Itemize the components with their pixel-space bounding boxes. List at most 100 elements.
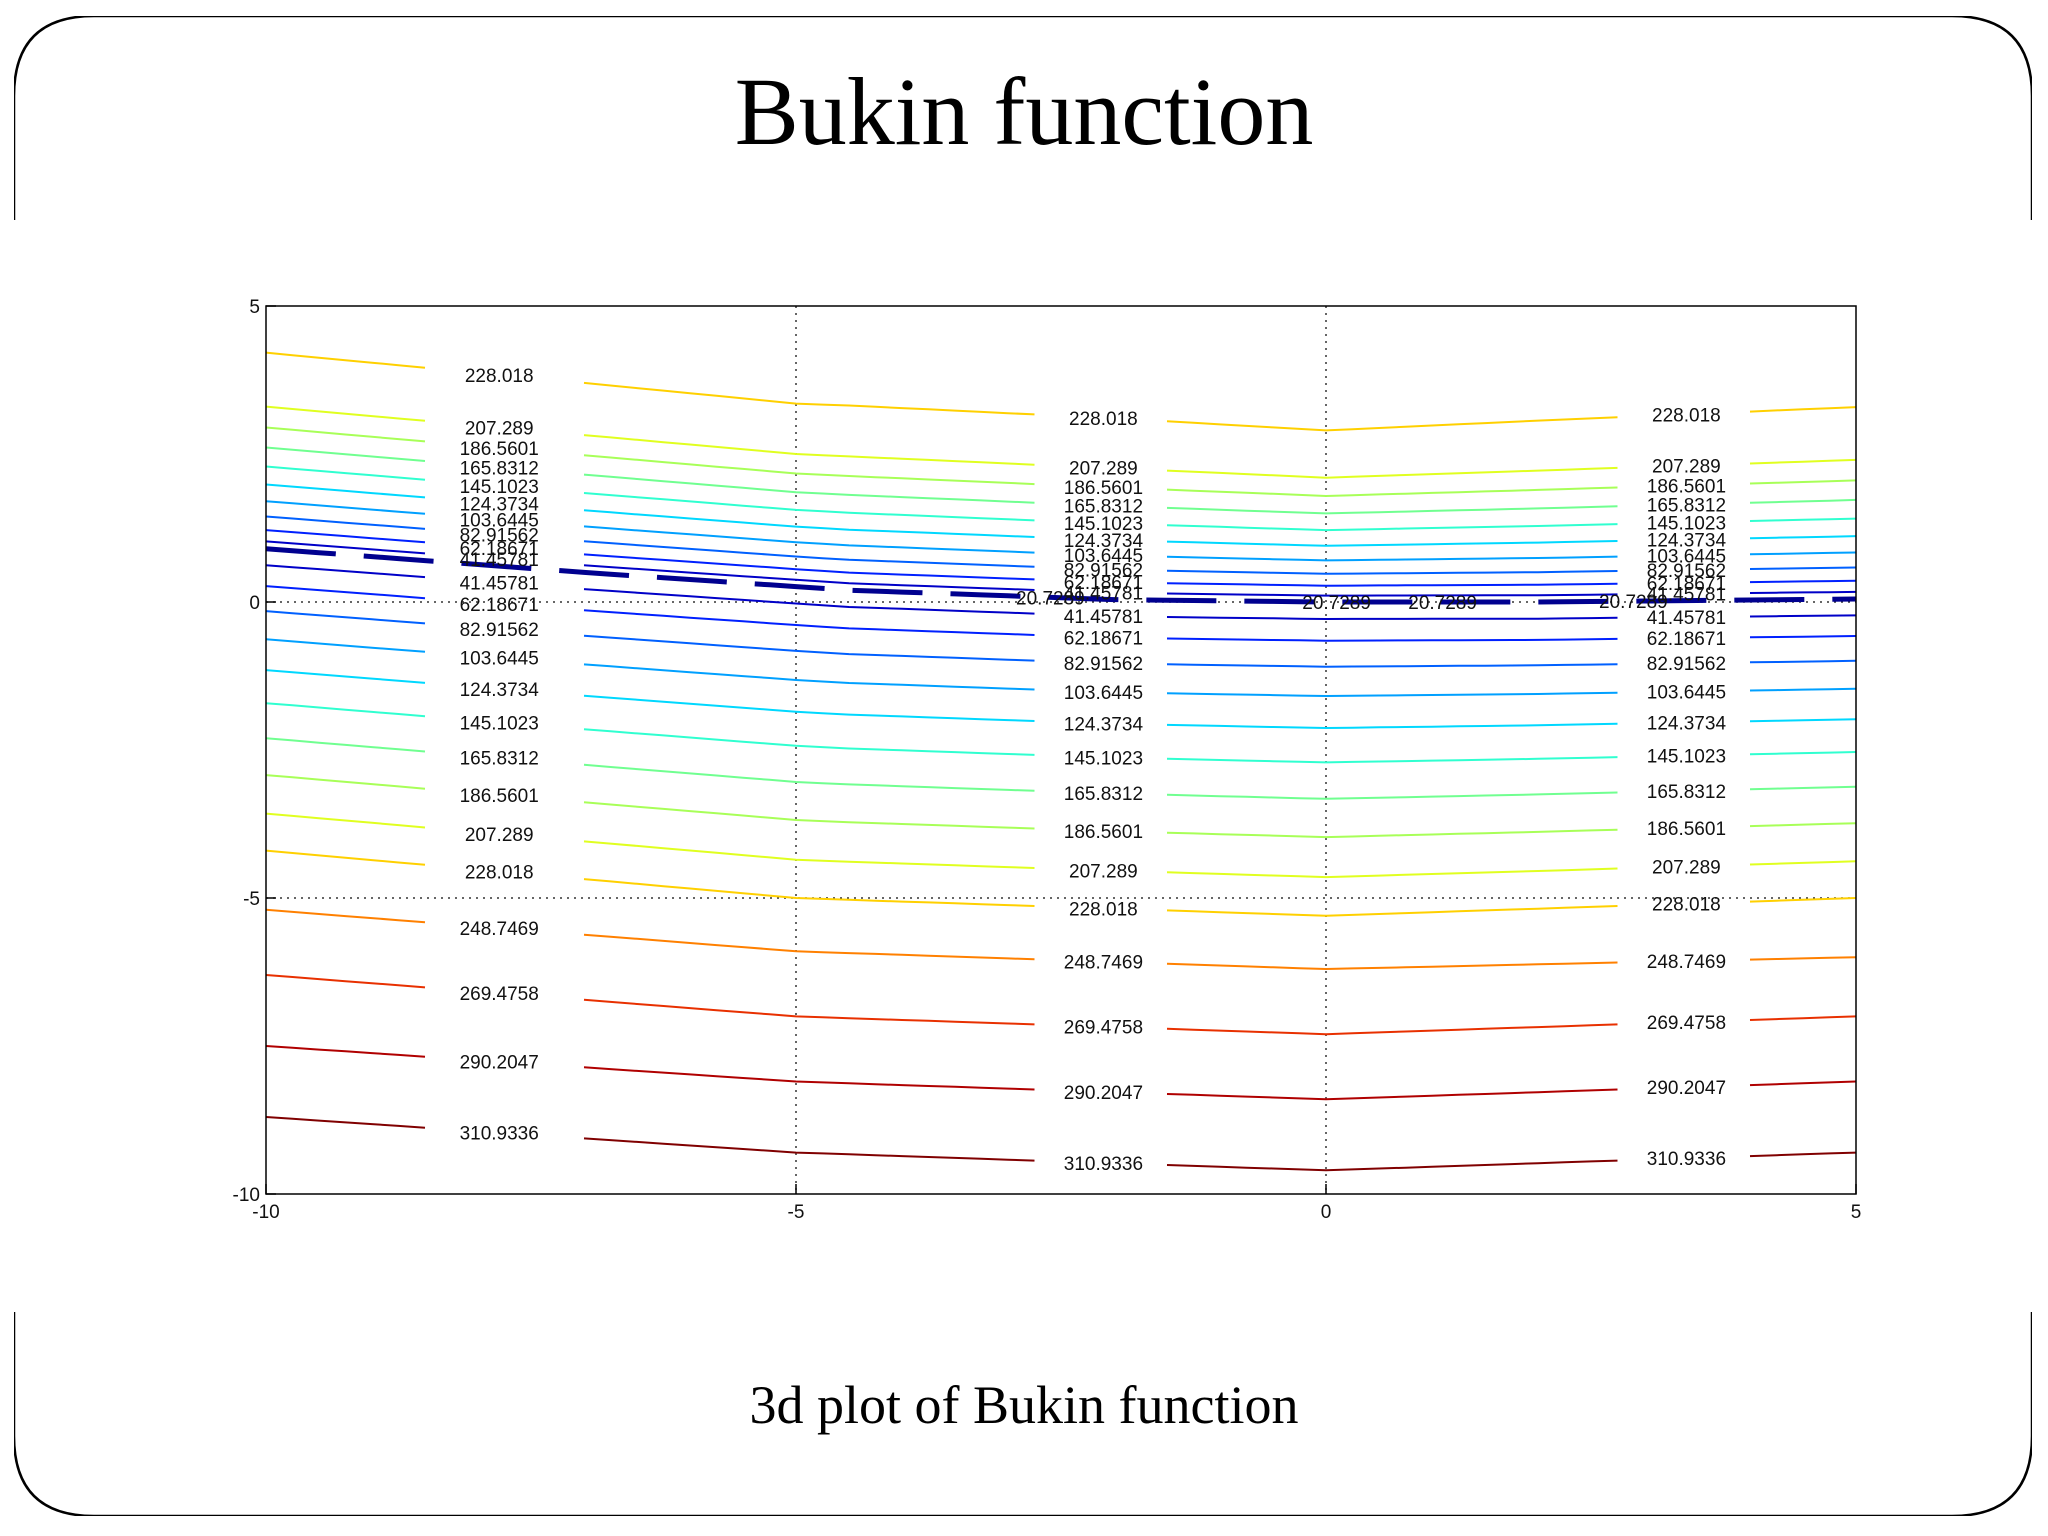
contour-label: 186.5601 <box>1064 822 1143 843</box>
contour-label: 186.5601 <box>460 439 539 460</box>
contour-label: 290.2047 <box>1647 1078 1726 1099</box>
contour-label: 186.5601 <box>1064 478 1143 499</box>
y-tick-label: -10 <box>233 1185 260 1206</box>
contour-line <box>265 515 1857 575</box>
contour-label: 82.91562 <box>1064 654 1143 675</box>
contour-label: 124.3734 <box>460 494 540 515</box>
contour-label: 228.018 <box>465 862 534 883</box>
contour-label: 124.3734 <box>1647 531 1727 552</box>
contour-label: 310.9336 <box>1064 1154 1143 1175</box>
contour-line <box>265 702 1857 764</box>
contour-label: 186.5601 <box>460 786 539 807</box>
contour-label: 165.8312 <box>1064 784 1143 805</box>
contour-label: 186.5601 <box>1647 819 1726 840</box>
contour-line <box>265 564 1857 621</box>
contour-label: 103.6445 <box>1647 683 1726 704</box>
contour-label: 145.1023 <box>460 477 539 498</box>
contour-label: 165.8312 <box>1647 495 1726 516</box>
contour-line <box>265 529 1857 587</box>
contour-label: 62.18671 <box>1064 628 1143 649</box>
contour-label: 20.7289 <box>1016 588 1085 609</box>
contour-line <box>265 465 1857 532</box>
contour-label: 228.018 <box>1069 409 1138 430</box>
contour-line <box>265 426 1857 498</box>
contour-line <box>265 483 1857 547</box>
contour-label: 41.45781 <box>460 574 539 595</box>
contour-label: 248.7469 <box>1647 952 1726 973</box>
contour-line <box>265 737 1857 800</box>
contour-line <box>265 405 1857 479</box>
contour-label: 82.91562 <box>1064 560 1143 581</box>
contour-label: 207.289 <box>1652 857 1721 878</box>
contour-line <box>265 585 1857 642</box>
contour-label: 145.1023 <box>1647 747 1726 768</box>
contour-label: 228.018 <box>465 366 534 387</box>
contour-label: 41.45781 <box>1647 608 1726 629</box>
y-tick-label: 0 <box>249 593 260 614</box>
contour-label: 290.2047 <box>460 1053 539 1074</box>
contour-label: 248.7469 <box>1064 953 1143 974</box>
contour-label: 103.6445 <box>460 511 539 532</box>
contour-lines <box>265 351 1857 1172</box>
contour-label: 186.5601 <box>1647 476 1726 497</box>
contour-label: 145.1023 <box>1647 514 1726 535</box>
contour-label: 41.45781 <box>1647 585 1726 606</box>
contour-label: 20.7289 <box>1599 592 1668 613</box>
contour-label: 145.1023 <box>1064 514 1143 535</box>
contour-label: 269.4758 <box>1064 1018 1143 1039</box>
x-tick-label: -10 <box>252 1202 279 1223</box>
contour-line <box>265 540 1857 597</box>
contour-label: 124.3734 <box>1064 531 1144 552</box>
contour-label: 207.289 <box>465 418 534 439</box>
contour-line <box>265 500 1857 562</box>
contour-label: 228.018 <box>1069 899 1138 920</box>
contour-line <box>265 638 1857 698</box>
contour-line <box>265 446 1857 515</box>
contour-label: 165.8312 <box>460 749 539 770</box>
contour-label: 82.91562 <box>460 526 539 547</box>
contour-line-minimum <box>265 546 1857 605</box>
contour-label: 41.45781 <box>460 550 539 571</box>
x-tick-label: -5 <box>788 1202 805 1223</box>
contour-label: 207.289 <box>1069 861 1138 882</box>
contour-label: 124.3734 <box>1647 713 1727 734</box>
contour-label: 20.7289 <box>1408 593 1477 614</box>
contour-label: 41.45781 <box>1064 583 1143 604</box>
slide-title: Bukin function <box>734 58 1314 165</box>
x-tick-label: 0 <box>1321 1202 1332 1223</box>
slide-caption: 3d plot of Bukin function <box>749 1375 1299 1435</box>
contour-label: 269.4758 <box>1647 1013 1726 1034</box>
contour-label: 62.18671 <box>460 539 539 560</box>
contour-line <box>265 774 1857 839</box>
contour-label: 165.8312 <box>1064 497 1143 518</box>
contour-label: 228.018 <box>1652 895 1721 916</box>
contour-label: 310.9336 <box>460 1124 539 1145</box>
contour-label: 269.4758 <box>460 984 539 1005</box>
contour-line <box>265 669 1857 730</box>
contour-label: 207.289 <box>1652 457 1721 478</box>
contour-label: 82.91562 <box>1647 654 1726 675</box>
contour-label: 290.2047 <box>1064 1083 1143 1104</box>
contour-line <box>265 849 1857 917</box>
contour-label: 103.6445 <box>1064 683 1143 704</box>
contour-label: 41.45781 <box>1064 607 1143 628</box>
contour-label: 124.3734 <box>1064 714 1144 735</box>
plot-frame <box>265 305 1857 1195</box>
contour-label: 82.91562 <box>1647 561 1726 582</box>
contour-label: 103.6445 <box>1647 546 1726 567</box>
contour-line <box>265 610 1857 668</box>
y-tick-label: -5 <box>243 889 260 910</box>
contour-label: 248.7469 <box>460 919 539 940</box>
slide-frame <box>14 16 2032 1516</box>
contour-line <box>265 351 1857 432</box>
contour-label: 103.6445 <box>1064 546 1143 567</box>
contour-label: 165.8312 <box>460 458 539 479</box>
contour-label: 82.91562 <box>460 620 539 641</box>
contour-label: 145.1023 <box>460 713 539 734</box>
contour-label: 62.18671 <box>1647 629 1726 650</box>
contour-line <box>265 908 1857 971</box>
contour-line <box>265 974 1857 1036</box>
contour-line <box>265 1116 1857 1172</box>
